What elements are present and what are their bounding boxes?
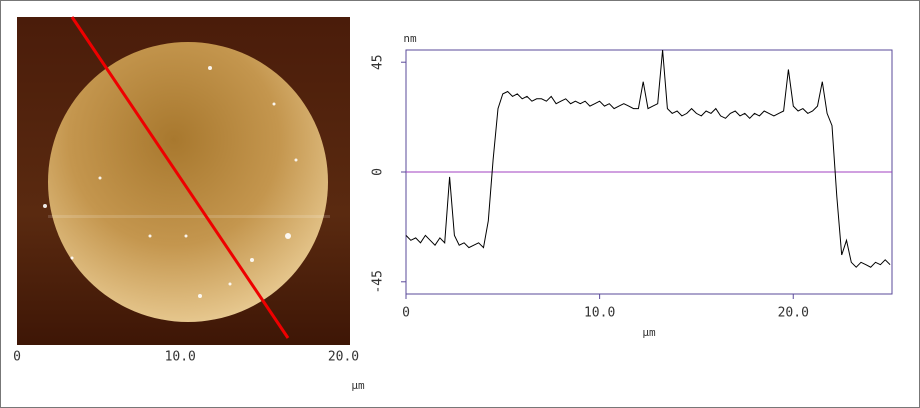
x-tick-label: 0: [402, 306, 410, 321]
y-tick-label: 0: [371, 168, 386, 176]
x-tick-label: 10.0: [165, 350, 196, 365]
x-axis-label: µm: [351, 379, 365, 392]
x-tick-label: 20.0: [778, 306, 809, 321]
y-axis-label: nm: [403, 32, 417, 45]
afm-image: [17, 16, 350, 345]
x-tick-label: 0: [13, 350, 21, 365]
x-tick-label: 20.0: [328, 350, 359, 365]
profile-line: [70, 16, 290, 339]
x-axis-label: µm: [642, 326, 656, 339]
profile-line: [405, 49, 891, 268]
y-tick-label: 45: [371, 54, 386, 70]
x-tick-label: 10.0: [584, 306, 615, 321]
y-tick-label: -45: [371, 270, 386, 293]
